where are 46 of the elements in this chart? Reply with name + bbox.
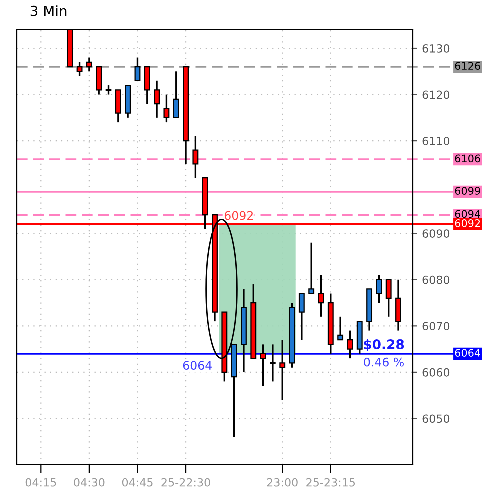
candlestick (260, 344, 266, 388)
annotation: 0.46 % (364, 358, 404, 367)
candlestick (298, 292, 305, 341)
chart-title: 3 Min (30, 6, 67, 16)
candlestick (154, 80, 160, 119)
candlestick (164, 94, 170, 124)
candlestick (386, 279, 392, 318)
y-tick-label: 6070 (422, 322, 450, 331)
annotation: $0.28 (364, 339, 404, 352)
y-tick-label: 6050 (422, 414, 450, 424)
candlestick (144, 66, 150, 105)
ref-line-label: 6092 (455, 220, 480, 228)
candlestick (134, 56, 141, 82)
y-tick-label: 6130 (422, 44, 450, 53)
candlestick (192, 136, 199, 179)
x-tick-label: 25-22:30 (162, 478, 210, 487)
x-tick-label: 04:45 (122, 478, 153, 487)
y-tick-label: 6110 (422, 137, 450, 146)
candlestick (173, 70, 180, 119)
candlestick (115, 89, 122, 124)
candlestick (76, 62, 83, 78)
candlestick (318, 274, 324, 318)
x-tick-label: 25-23:15 (306, 478, 356, 487)
x-tick-label: 23:00 (267, 478, 298, 487)
x-tick-label: 04:30 (74, 478, 105, 487)
ref-line-label: 6094 (455, 210, 481, 218)
candlestick (86, 56, 92, 72)
candlestick (280, 339, 286, 402)
ref-line-label: 6126 (455, 62, 480, 70)
y-tick-label: 6060 (422, 368, 450, 377)
candlestick (376, 274, 382, 304)
y-tick-label: 6080 (422, 276, 450, 284)
ref-line-label: 6064 (455, 349, 481, 357)
candlestick (338, 316, 344, 341)
candlestick (347, 330, 354, 360)
candlestick (308, 242, 315, 295)
candlestick (396, 279, 402, 332)
annotation: 6064 (183, 361, 212, 370)
y-tick-label: 6090 (422, 230, 450, 238)
x-tick-label: 04:15 (26, 478, 56, 487)
ref-line-label: 6099 (455, 187, 480, 195)
candlestick (269, 344, 277, 383)
y-tick-label: 6120 (422, 90, 450, 100)
ref-line-label: 6106 (455, 154, 480, 163)
annotation: 6092 (224, 211, 253, 220)
candlestick (96, 66, 102, 96)
